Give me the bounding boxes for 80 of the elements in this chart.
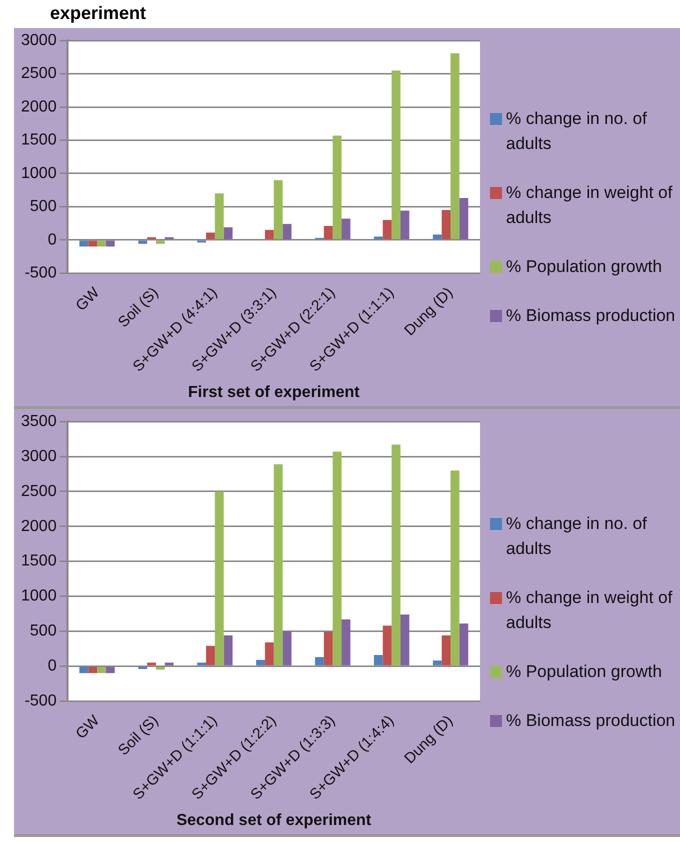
bar (392, 444, 400, 666)
bar (332, 136, 342, 240)
y-tick-label: 500 (30, 198, 57, 216)
x-axis-title: Second set of experiment (176, 812, 372, 829)
bar (324, 226, 333, 240)
bar (442, 635, 451, 666)
bar (274, 464, 283, 666)
bar (459, 198, 468, 240)
legend-label: % change in weight of adults (506, 586, 674, 634)
bar (432, 660, 442, 666)
bar (224, 227, 233, 240)
bar (374, 654, 383, 666)
bar (342, 619, 350, 666)
bar (264, 230, 274, 240)
bar (256, 660, 265, 666)
bar (197, 662, 206, 666)
bar (459, 624, 468, 666)
legend-label: % Biomass production (506, 305, 676, 327)
bar (97, 240, 106, 247)
bar (342, 218, 350, 240)
bar (138, 240, 148, 244)
bar (214, 491, 224, 666)
bar (332, 452, 342, 666)
legend-label: % change in no. of adults (506, 512, 648, 560)
y-tick-label: 3000 (21, 32, 57, 50)
bar (164, 662, 174, 666)
bar (450, 53, 460, 240)
bar (264, 642, 274, 666)
legend-label: % change in weight of adults (506, 182, 674, 229)
y-tick-label: 1500 (21, 552, 57, 570)
y-tick-label: 1000 (21, 164, 57, 182)
legend-label: % change in no. of adults (506, 108, 648, 155)
bar (450, 470, 460, 666)
bar (79, 240, 88, 247)
bar (282, 224, 292, 240)
bar (106, 240, 115, 247)
bar (156, 666, 165, 670)
bar (106, 666, 115, 674)
bar (400, 614, 410, 666)
y-tick-label: 500 (30, 622, 57, 640)
bar (374, 236, 383, 240)
bar (97, 666, 106, 674)
y-tick-label: 2500 (21, 482, 57, 500)
y-tick-label: 1500 (21, 132, 57, 149)
x-tick-label: GW (72, 284, 104, 314)
bar (282, 631, 292, 666)
y-tick-label: 3000 (21, 448, 57, 465)
legend-label: % Biomass production (506, 710, 676, 732)
bar (432, 234, 442, 240)
y-tick-label: 3500 (21, 413, 57, 430)
bar (88, 666, 98, 674)
chart-title: experiment (50, 2, 148, 25)
bar (382, 626, 392, 666)
bar (156, 240, 165, 244)
bar (324, 632, 333, 666)
y-tick-label: 2500 (21, 65, 57, 82)
y-tick-label: 0 (48, 231, 57, 248)
legend-label: % Population growth (506, 660, 662, 682)
bar (206, 646, 215, 666)
bar (88, 240, 98, 247)
bar (214, 193, 224, 240)
y-tick-label: 1000 (21, 588, 57, 605)
y-tick-label: 2000 (21, 98, 57, 116)
bar (400, 210, 410, 240)
bar (79, 666, 88, 674)
bar (442, 210, 451, 240)
bar (147, 662, 156, 666)
bar (224, 635, 233, 666)
x-tick-label: GW (72, 712, 104, 742)
x-axis-title: First set of experiment (188, 384, 360, 401)
bar (206, 232, 215, 240)
bar (382, 220, 392, 240)
y-tick-label: 2000 (21, 518, 57, 535)
bar (392, 70, 400, 240)
bar (315, 657, 324, 666)
y-tick-label: -500 (24, 264, 57, 282)
bar (274, 180, 283, 240)
y-tick-label: 0 (48, 658, 57, 675)
y-tick-label: -500 (24, 692, 57, 710)
legend-label: % Population growth (506, 256, 662, 278)
